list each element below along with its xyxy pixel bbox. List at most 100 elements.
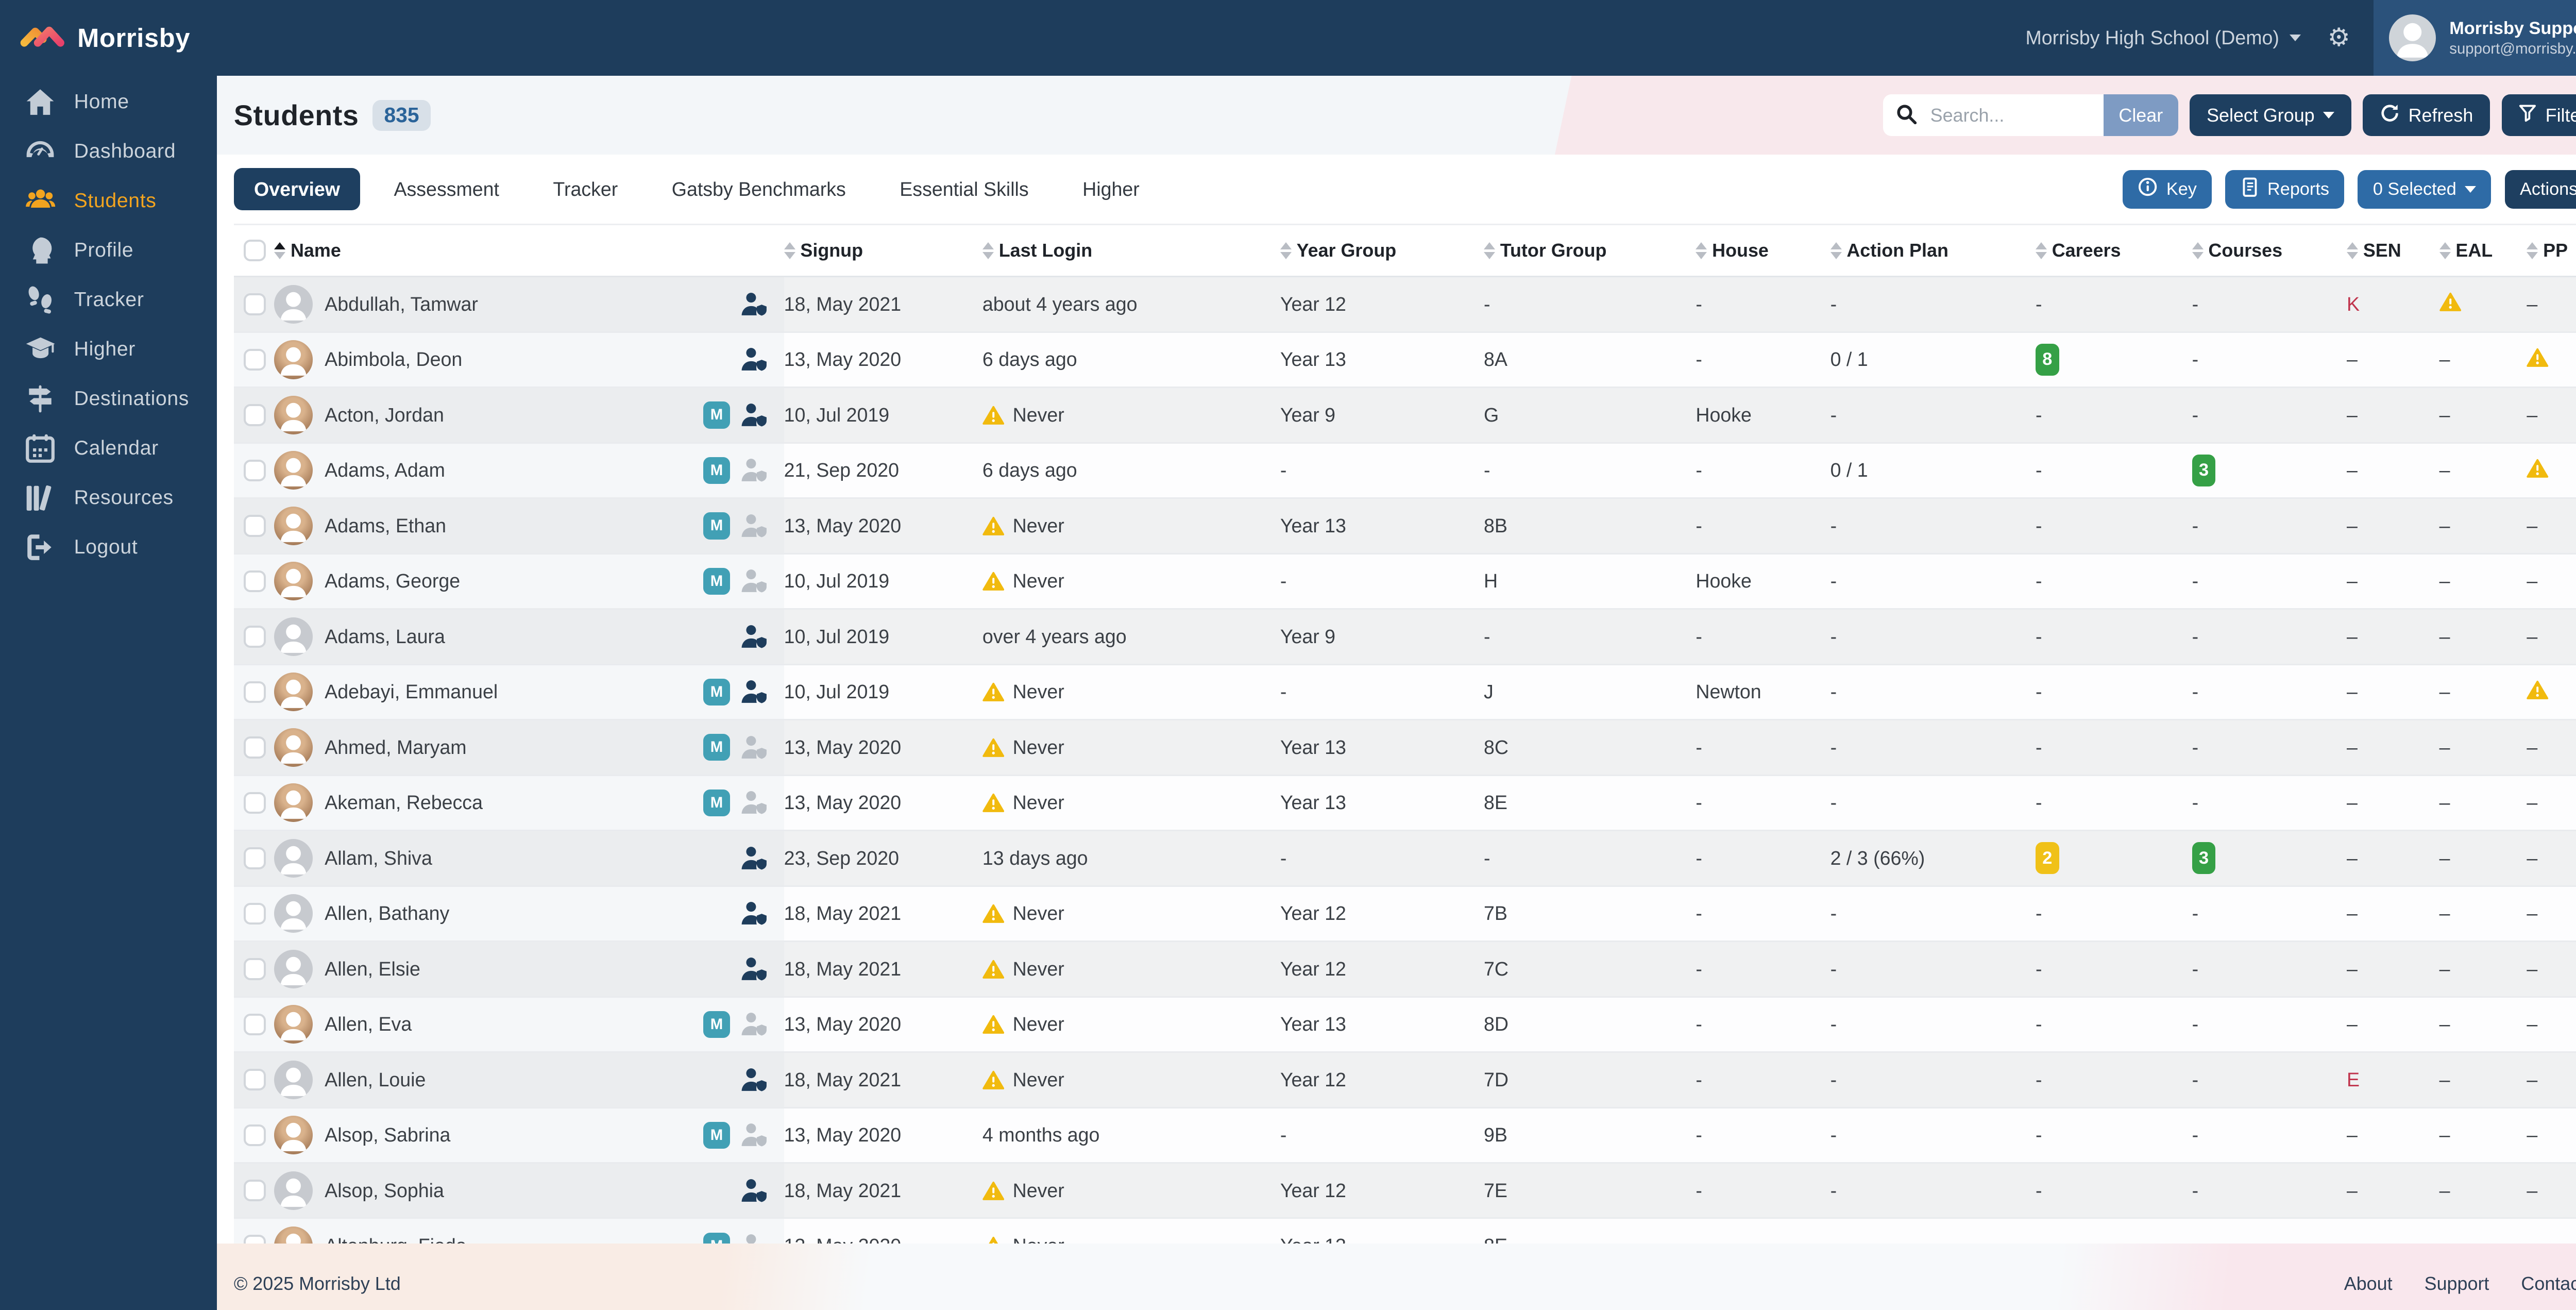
refresh-button[interactable]: Refresh xyxy=(2363,94,2490,137)
key-button[interactable]: Key xyxy=(2123,170,2212,209)
cell-eal: – xyxy=(2439,553,2527,610)
footer-link-support[interactable]: Support xyxy=(2424,1273,2489,1295)
sidebar-item-tracker[interactable]: Tracker xyxy=(0,275,217,325)
column-header-tutor-group[interactable]: Tutor Group xyxy=(1483,224,1696,278)
column-header-sen[interactable]: SEN xyxy=(2347,224,2439,278)
row-checkbox[interactable] xyxy=(244,404,266,426)
row-status-icons xyxy=(740,347,767,372)
select-all-checkbox[interactable] xyxy=(244,240,266,262)
row-checkbox[interactable] xyxy=(244,902,266,925)
cell-tutor-group: - xyxy=(1483,443,1696,499)
column-header-careers[interactable]: Careers xyxy=(2035,224,2192,278)
tab-higher[interactable]: Higher xyxy=(1082,178,1140,200)
cell-careers: - xyxy=(2035,1163,2192,1219)
row-checkbox[interactable] xyxy=(244,681,266,703)
row-checkbox[interactable] xyxy=(244,736,266,759)
sidebar-item-students[interactable]: Students xyxy=(0,176,217,226)
column-header-courses[interactable]: Courses xyxy=(2192,224,2347,278)
brand-logo[interactable]: Morrisby xyxy=(0,0,217,76)
school-selector[interactable]: Morrisby High School (Demo) xyxy=(2026,27,2301,49)
select-group-button[interactable]: Select Group xyxy=(2190,94,2351,137)
student-name[interactable]: Adams, Ethan xyxy=(325,514,446,536)
sidebar-item-profile[interactable]: Profile xyxy=(0,226,217,275)
student-name[interactable]: Adams, George xyxy=(325,570,461,592)
sidebar-item-destinations[interactable]: Destinations xyxy=(0,374,217,424)
sidebar-item-home[interactable]: Home xyxy=(0,77,217,127)
student-name[interactable]: Akeman, Rebecca xyxy=(325,792,483,814)
student-name[interactable]: Allen, Louie xyxy=(325,1068,426,1090)
student-name[interactable]: Acton, Jordan xyxy=(325,404,444,426)
cell-last-login: 6 days ago xyxy=(982,443,1280,499)
student-name[interactable]: Adebayi, Emmanuel xyxy=(325,681,498,703)
filters-button[interactable]: Filters xyxy=(2501,94,2576,137)
student-name[interactable]: Allen, Elsie xyxy=(325,958,420,980)
cell-action-plan: - xyxy=(1830,775,2036,832)
account-status-icon xyxy=(740,458,767,483)
tab-assessment[interactable]: Assessment xyxy=(394,178,499,200)
student-name[interactable]: Adams, Adam xyxy=(325,459,445,481)
column-header-year-group[interactable]: Year Group xyxy=(1280,224,1484,278)
column-header-house[interactable]: House xyxy=(1696,224,1831,278)
tab-overview[interactable]: Overview xyxy=(233,168,361,211)
row-checkbox[interactable] xyxy=(244,792,266,814)
tab-essential-skills[interactable]: Essential Skills xyxy=(900,178,1029,200)
cell-eal xyxy=(2439,276,2527,333)
actions-dropdown[interactable]: Actions xyxy=(2504,170,2576,209)
student-name[interactable]: Ahmed, Maryam xyxy=(325,736,467,758)
clear-button[interactable]: Clear xyxy=(2104,94,2178,137)
refresh-label: Refresh xyxy=(2408,104,2473,126)
sidebar-item-logout[interactable]: Logout xyxy=(0,523,217,572)
row-checkbox[interactable] xyxy=(244,1069,266,1091)
sidebar-item-dashboard[interactable]: Dashboard xyxy=(0,127,217,176)
tab-gatsby-benchmarks[interactable]: Gatsby Benchmarks xyxy=(671,178,846,200)
row-checkbox[interactable] xyxy=(244,1013,266,1035)
cell-last-login: 13 days ago xyxy=(982,830,1280,887)
column-label: Action Plan xyxy=(1846,240,1948,261)
row-checkbox[interactable] xyxy=(244,459,266,482)
column-header-name[interactable]: Name xyxy=(274,224,784,278)
tab-tracker[interactable]: Tracker xyxy=(553,178,618,200)
row-checkbox[interactable] xyxy=(244,1124,266,1146)
user-menu[interactable]: Morrisby Support support@morrisby.com xyxy=(2374,0,2576,76)
row-checkbox[interactable] xyxy=(244,293,266,315)
selected-dropdown[interactable]: 0 Selected xyxy=(2358,170,2492,209)
footer-link-about[interactable]: About xyxy=(2344,1273,2393,1295)
search-input[interactable] xyxy=(1927,103,2086,128)
row-checkbox[interactable] xyxy=(244,958,266,980)
column-header-action-plan[interactable]: Action Plan xyxy=(1830,224,2036,278)
student-name[interactable]: Adams, Laura xyxy=(325,625,445,647)
student-name[interactable]: Alsop, Sabrina xyxy=(325,1124,451,1146)
student-name[interactable]: Abimbola, Deon xyxy=(325,348,463,371)
column-header-last-login[interactable]: Last Login xyxy=(982,224,1280,278)
sidebar-item-calendar[interactable]: Calendar xyxy=(0,424,217,473)
row-checkbox[interactable] xyxy=(244,348,266,371)
student-name[interactable]: Allen, Eva xyxy=(325,1013,412,1035)
sidebar-item-higher[interactable]: Higher xyxy=(0,325,217,374)
column-header-eal[interactable]: EAL xyxy=(2439,224,2527,278)
sen-flag: E xyxy=(2347,1068,2360,1090)
column-header-signup[interactable]: Signup xyxy=(784,224,982,278)
warning-icon xyxy=(982,737,1005,758)
cell-sen: – xyxy=(2347,443,2439,499)
column-header-pp[interactable]: PP xyxy=(2527,224,2576,278)
student-name[interactable]: Alsop, Sophia xyxy=(325,1179,444,1201)
gear-icon[interactable]: ⚙ xyxy=(2327,23,2350,52)
student-name[interactable]: Abdullah, Tamwar xyxy=(325,293,478,315)
row-checkbox[interactable] xyxy=(244,626,266,648)
row-status-icons: M xyxy=(703,789,767,816)
column-label: Signup xyxy=(800,240,863,261)
sidebar-item-resources[interactable]: Resources xyxy=(0,473,217,523)
cell-sen: – xyxy=(2347,886,2439,943)
cell-select xyxy=(233,775,275,832)
row-checkbox[interactable] xyxy=(244,515,266,537)
row-checkbox[interactable] xyxy=(244,570,266,593)
row-checkbox[interactable] xyxy=(244,847,266,869)
cell-house: - xyxy=(1696,886,1831,943)
student-name[interactable]: Allen, Bathany xyxy=(325,902,450,925)
row-checkbox[interactable] xyxy=(244,1180,266,1202)
footer-link-contact-us[interactable]: Contact Us xyxy=(2521,1273,2576,1295)
cell-courses: 3 xyxy=(2192,830,2347,887)
student-name[interactable]: Allam, Shiva xyxy=(325,847,432,869)
reports-button[interactable]: Reports xyxy=(2225,170,2345,209)
